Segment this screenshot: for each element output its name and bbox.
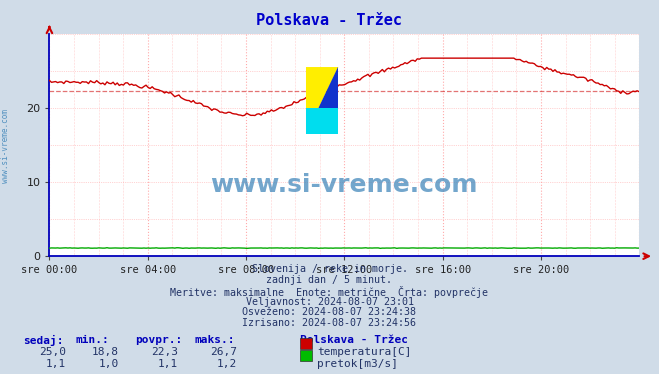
Polygon shape [306, 67, 339, 134]
Text: 18,8: 18,8 [92, 347, 119, 357]
Text: Osveženo: 2024-08-07 23:24:38: Osveženo: 2024-08-07 23:24:38 [243, 307, 416, 318]
Polygon shape [306, 67, 339, 134]
Text: Slovenija / reke in morje.: Slovenija / reke in morje. [252, 264, 407, 274]
Text: Polskava - Tržec: Polskava - Tržec [256, 13, 403, 28]
Text: pretok[m3/s]: pretok[m3/s] [317, 359, 398, 369]
Text: temperatura[C]: temperatura[C] [317, 347, 411, 357]
Text: Izrisano: 2024-08-07 23:24:56: Izrisano: 2024-08-07 23:24:56 [243, 318, 416, 328]
Text: Meritve: maksimalne  Enote: metrične  Črta: povprečje: Meritve: maksimalne Enote: metrične Črta… [171, 286, 488, 298]
Text: www.si-vreme.com: www.si-vreme.com [1, 109, 10, 183]
Text: 1,1: 1,1 [45, 359, 66, 369]
Text: Polskava - Tržec: Polskava - Tržec [300, 335, 408, 345]
Text: 25,0: 25,0 [39, 347, 66, 357]
Text: min.:: min.: [76, 335, 109, 345]
Text: maks.:: maks.: [194, 335, 235, 345]
Text: 26,7: 26,7 [210, 347, 237, 357]
Text: www.si-vreme.com: www.si-vreme.com [211, 173, 478, 197]
Text: 1,1: 1,1 [158, 359, 178, 369]
Text: 1,2: 1,2 [217, 359, 237, 369]
Text: Veljavnost: 2024-08-07 23:01: Veljavnost: 2024-08-07 23:01 [246, 297, 413, 307]
Text: zadnji dan / 5 minut.: zadnji dan / 5 minut. [266, 275, 393, 285]
Polygon shape [306, 108, 339, 134]
Text: povpr.:: povpr.: [135, 335, 183, 345]
Text: 22,3: 22,3 [151, 347, 178, 357]
Text: sedaj:: sedaj: [23, 335, 63, 346]
Text: 1,0: 1,0 [98, 359, 119, 369]
